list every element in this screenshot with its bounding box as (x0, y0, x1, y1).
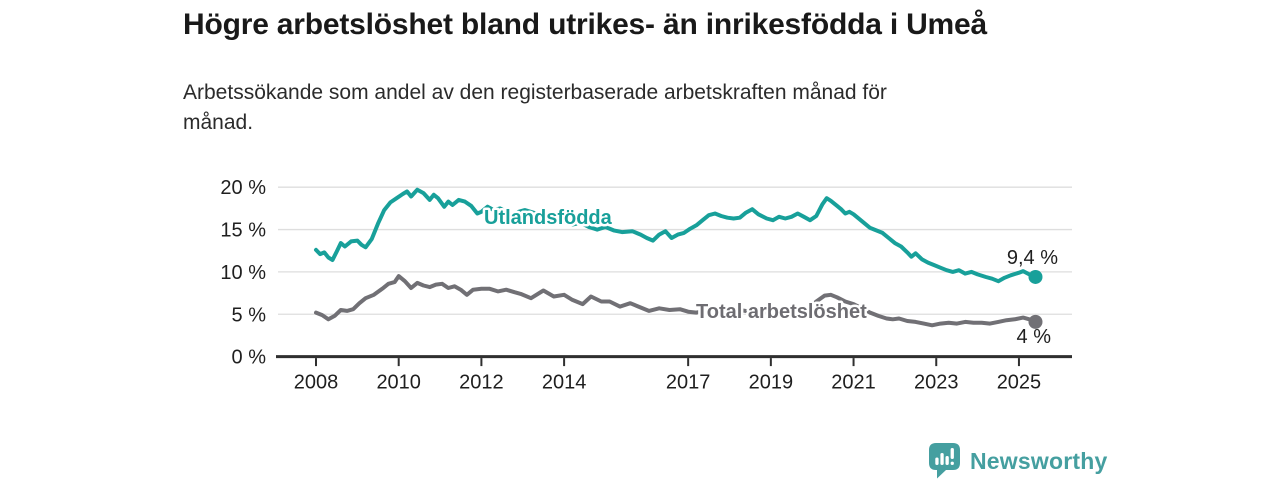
end-value-label-total: 4 % (1017, 326, 1052, 348)
chart-subtitle-line-2: månad. (183, 111, 254, 134)
x-tick-label: 2017 (666, 372, 711, 394)
chart-subtitle: Arbetssökande som andel av den registerb… (183, 78, 1123, 138)
newsworthy-logo-icon (929, 443, 960, 479)
y-tick-label: 5 % (232, 304, 267, 326)
series-label-utlandsfodda: Utlandsfödda (484, 207, 613, 229)
y-tick-label: 10 % (220, 262, 266, 284)
x-tick-label: 2025 (997, 372, 1042, 394)
x-tick-label: 2008 (294, 372, 339, 394)
brand-name: Newsworthy (970, 447, 1108, 474)
y-tick-label: 0 % (232, 347, 267, 369)
x-tick-label: 2010 (376, 372, 421, 394)
x-tick-label: 2014 (542, 372, 587, 394)
brand-footer: Newsworthy (929, 443, 1107, 479)
x-tick-label: 2012 (459, 372, 504, 394)
y-tick-label: 15 % (220, 220, 266, 242)
x-tick-label: 2021 (831, 372, 876, 394)
line-series-total (314, 274, 1038, 328)
logo-bar-chart-glyph (935, 448, 954, 465)
x-tick-label: 2019 (749, 372, 794, 394)
line-series-utlandsfodda (314, 187, 1038, 284)
end-value-label-utlandsfodda: 9,4 % (1007, 247, 1058, 269)
chart-title: Högre arbetslöshet bland utrikes- än inr… (183, 8, 988, 41)
series-end-dot (1028, 314, 1043, 329)
series-end-dot (1028, 269, 1043, 284)
y-tick-label: 20 % (220, 177, 266, 199)
chart-header: Högre arbetslöshet bland utrikes- än inr… (183, 6, 1123, 138)
series-label-total-arbetsloshet: Total arbetslöshet (696, 301, 867, 323)
x-tick-label: 2023 (914, 372, 959, 394)
chart-subtitle-line-1: Arbetssökande som andel av den registerb… (183, 81, 887, 104)
